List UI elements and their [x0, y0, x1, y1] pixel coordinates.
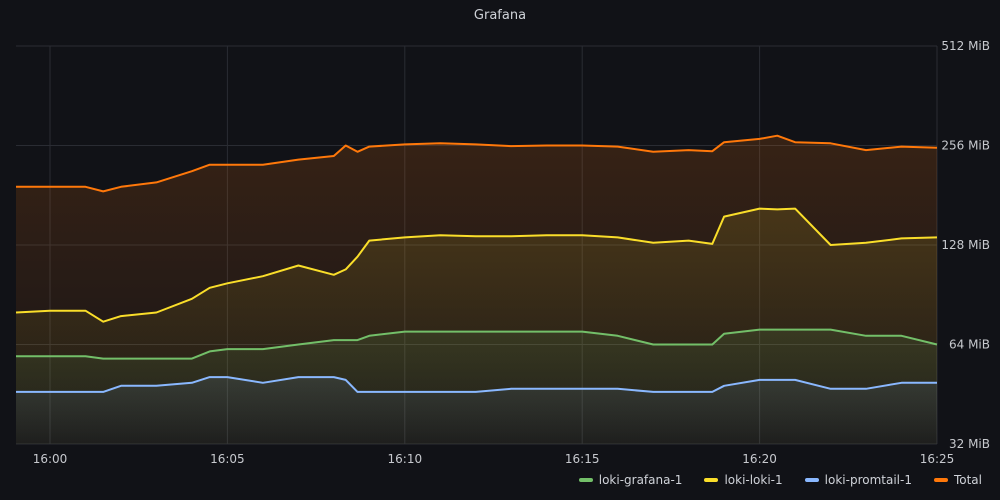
series-line-loki-loki-1: [15, 207, 938, 323]
y-tick-label: 256 MiB: [941, 139, 990, 153]
x-tick-label: 16:25: [920, 452, 955, 466]
y-tick-label: 128 MiB: [941, 238, 990, 252]
legend-label: loki-promtail-1: [824, 473, 912, 487]
legend-label: loki-grafana-1: [598, 473, 683, 487]
legend-item-loki-loki-1[interactable]: loki-loki-1: [704, 473, 783, 487]
series-line-loki-promtail-1: [16, 376, 937, 393]
x-tick-label: 16:05: [210, 452, 245, 466]
x-tick-label: 16:10: [388, 452, 423, 466]
chart-areas: [16, 135, 937, 444]
legend-item-loki-grafana-1[interactable]: loki-grafana-1: [578, 473, 683, 487]
panel-title[interactable]: Grafana: [473, 8, 527, 23]
legend-item-loki-promtail-1[interactable]: loki-promtail-1: [804, 473, 912, 487]
chart-lines: [15, 134, 938, 393]
y-tick-label: 64 MiB: [949, 338, 990, 352]
legend-swatch: [804, 478, 819, 482]
x-axis-ticks: 16:00 16:05 16:10 16:15 16:20 16:25: [33, 452, 955, 466]
legend-label: loki-loki-1: [724, 473, 783, 487]
y-axis-ticks: 32 MiB 64 MiB 128 MiB 256 MiB 512 MiB: [941, 39, 990, 451]
y-tick-label: 512 MiB: [941, 39, 990, 53]
y-tick-label: 32 MiB: [949, 437, 990, 451]
x-tick-label: 16:00: [33, 452, 68, 466]
x-tick-label: 16:20: [742, 452, 777, 466]
series-line-total: [16, 134, 938, 193]
chart-legend: loki-grafana-1 loki-loki-1 loki-promtail-1…: [578, 473, 982, 487]
legend-swatch: [578, 478, 593, 482]
legend-swatch: [933, 478, 948, 482]
x-tick-label: 16:15: [565, 452, 600, 466]
series-area-loki-promtail-1: [16, 377, 937, 444]
legend-label: Total: [953, 473, 982, 487]
legend-item-total[interactable]: Total: [933, 473, 982, 487]
legend-swatch: [704, 478, 719, 482]
series-line-loki-grafana-1: [16, 328, 938, 360]
